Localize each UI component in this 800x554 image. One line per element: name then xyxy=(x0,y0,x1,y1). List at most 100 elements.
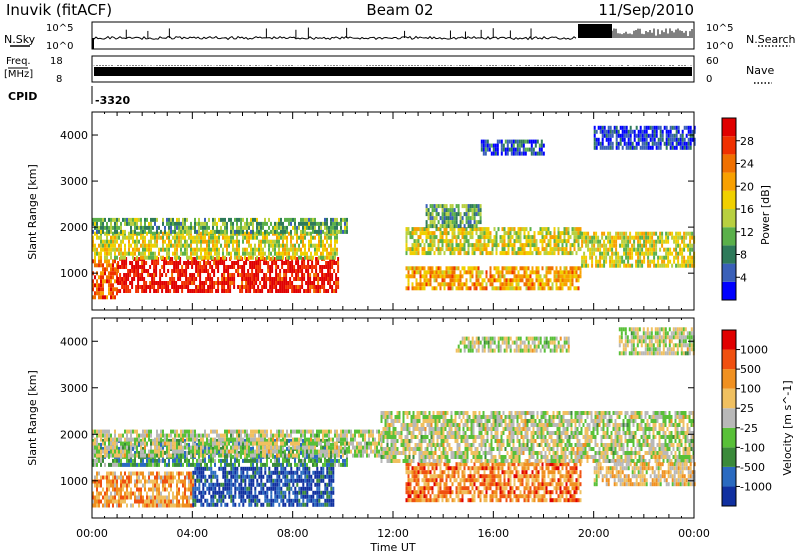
heatmap-cell xyxy=(177,285,180,289)
heatmap-cell xyxy=(194,466,197,471)
heatmap-cell xyxy=(645,133,648,138)
heatmap-cell xyxy=(667,239,670,244)
heatmap-cell xyxy=(204,239,206,244)
heatmap-cell xyxy=(202,474,205,479)
heatmap-cell xyxy=(633,137,636,142)
heatmap-cell xyxy=(507,235,510,240)
heatmap-cell xyxy=(457,251,460,256)
heatmap-cell xyxy=(329,285,332,289)
heatmap-cell xyxy=(677,137,680,142)
heatmap-cell xyxy=(221,277,224,281)
heatmap-cell xyxy=(441,274,444,279)
heatmap-cell xyxy=(275,265,278,269)
heatmap-cell xyxy=(269,265,272,269)
heatmap-cell xyxy=(272,255,274,260)
heatmap-cell xyxy=(541,227,544,232)
heatmap-cell xyxy=(629,251,632,256)
heatmap-cell xyxy=(627,263,630,268)
heatmap-cell xyxy=(258,239,260,244)
heatmap-cell xyxy=(237,269,240,273)
heatmap-cell xyxy=(492,143,495,148)
heatmap-cell xyxy=(617,259,620,264)
heatmap-cell xyxy=(268,486,271,491)
heatmap-cell xyxy=(184,491,186,496)
heatmap-cell xyxy=(148,475,150,480)
heatmap-cell xyxy=(94,217,96,222)
heatmap-cell xyxy=(481,278,484,283)
heatmap-cell xyxy=(172,491,174,496)
heatmap-cell xyxy=(212,470,215,475)
heatmap-cell xyxy=(108,283,110,288)
heatmap-cell xyxy=(419,227,422,232)
freq-label: Freq. xyxy=(6,56,31,67)
heatmap-cell xyxy=(595,141,598,146)
heatmap-cell xyxy=(179,269,182,273)
heatmap-cell xyxy=(597,247,600,252)
heatmap-cell xyxy=(130,458,132,463)
heatmap-cell xyxy=(210,494,213,499)
heatmap-cell xyxy=(605,243,608,248)
heatmap-cell xyxy=(539,278,542,283)
heatmap-cell xyxy=(198,474,201,479)
heatmap-cell xyxy=(218,466,221,471)
heatmap-cell xyxy=(635,145,638,150)
heatmap-cell xyxy=(571,266,574,271)
heatmap-cell xyxy=(170,475,172,480)
heatmap-cell xyxy=(148,499,150,504)
heatmap-cell xyxy=(545,251,548,256)
heatmap-cell xyxy=(256,470,259,475)
heatmap-cell xyxy=(130,475,132,480)
heatmap-cell xyxy=(521,278,524,283)
heatmap-cell xyxy=(190,255,192,260)
heatmap-cell xyxy=(517,239,520,244)
heatmap-cell xyxy=(92,221,94,226)
heatmap-cell xyxy=(304,225,306,230)
heatmap-cell xyxy=(190,471,192,476)
heatmap-cell xyxy=(671,231,674,236)
heatmap-cell xyxy=(200,251,202,256)
heatmap-cell xyxy=(150,255,152,260)
heatmap-cell xyxy=(246,470,249,475)
heatmap-cell xyxy=(635,263,638,268)
heatmap-cell xyxy=(168,221,170,226)
heatmap-cell xyxy=(523,274,526,279)
heatmap-cell xyxy=(645,239,648,244)
heatmap-cell xyxy=(244,221,246,226)
heatmap-cell xyxy=(220,466,223,471)
heatmap-cell xyxy=(543,282,546,287)
heatmap-cell xyxy=(257,261,260,265)
heatmap-cell xyxy=(269,269,272,273)
heatmap-cell xyxy=(665,145,668,150)
heatmap-cell xyxy=(276,225,278,230)
heatmap-cell xyxy=(102,243,104,248)
heatmap-cell xyxy=(651,129,654,134)
heatmap-cell xyxy=(238,239,240,244)
heatmap-cell xyxy=(297,273,300,277)
heatmap-cell xyxy=(276,482,279,487)
heatmap-cell xyxy=(121,265,124,269)
heatmap-cell xyxy=(236,229,238,234)
heatmap-cell xyxy=(110,225,112,230)
heatmap-cell xyxy=(689,247,692,252)
heatmap-cell xyxy=(284,229,286,234)
heatmap-cell xyxy=(110,483,112,488)
heatmap-cell xyxy=(208,243,210,248)
heatmap-cell xyxy=(217,265,220,269)
heatmap-cell xyxy=(311,261,314,265)
heatmap-cell xyxy=(124,217,126,222)
heatmap-cell xyxy=(276,235,278,240)
heatmap-cell xyxy=(411,274,414,279)
heatmap-cell xyxy=(236,225,238,230)
heatmap-cell xyxy=(659,133,662,138)
heatmap-cell xyxy=(645,247,648,252)
heatmap-cell xyxy=(320,466,323,471)
heatmap-cell xyxy=(296,490,299,495)
heatmap-cell xyxy=(269,289,272,293)
heatmap-cell xyxy=(204,221,206,226)
heatmap-cell xyxy=(593,251,596,256)
heatmap-cell xyxy=(459,251,462,256)
heatmap-cell xyxy=(276,486,279,491)
heatmap-cell xyxy=(144,499,146,504)
heatmap-cell xyxy=(178,487,180,492)
heatmap-cell xyxy=(322,221,324,226)
